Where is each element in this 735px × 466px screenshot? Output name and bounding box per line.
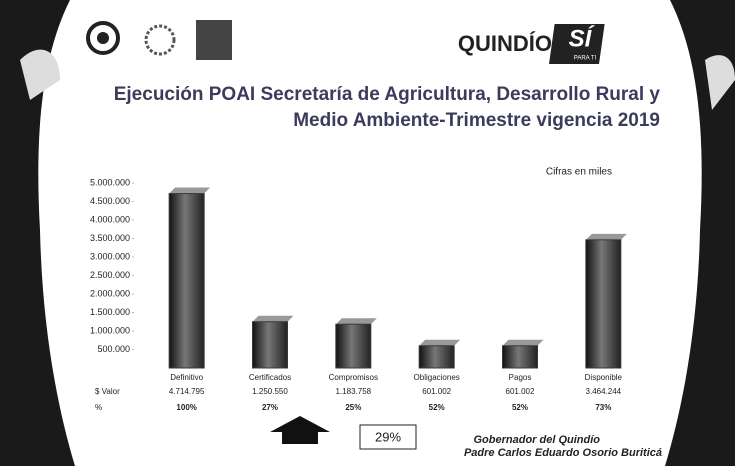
x-tick-label: Compromisos <box>329 373 378 382</box>
y-tick-label: 4.000.000 <box>90 214 130 224</box>
chart: QUINDÍO SÍ PARA TI Cifras en miles 29% G… <box>0 0 735 466</box>
bar <box>336 324 371 368</box>
footer-line: Padre Carlos Eduardo Osorio Buriticá <box>464 447 662 459</box>
page: Ejecución POAI {"header": {"logo_text": … <box>0 0 735 466</box>
y-tick-label: 2.500.000 <box>90 270 130 280</box>
value-label: 3.464.244 <box>586 387 622 396</box>
y-tick-label: 5.000.000 <box>90 177 130 187</box>
bar-top <box>586 234 627 240</box>
value-label: 1.250.550 <box>252 387 288 396</box>
percent-label: 100% <box>176 403 196 412</box>
bar-top <box>503 340 544 346</box>
chart-title: Ejecución POAI Secretaría de Agricultura… <box>80 82 660 134</box>
logo-text: QUINDÍO <box>458 31 552 56</box>
footer-line: Gobernador del Quindío <box>474 434 601 446</box>
y-tick-label: 1.500.000 <box>90 307 130 317</box>
x-tick-label: Disponible <box>585 373 623 382</box>
bar-top <box>169 188 210 194</box>
value-label: 4.714.795 <box>169 387 205 396</box>
x-tick-label: Obligaciones <box>414 373 460 382</box>
y-tick-label: 3.500.000 <box>90 233 130 243</box>
emblem-logo <box>146 26 174 54</box>
row-label: % <box>95 403 102 412</box>
bar-top <box>253 316 294 322</box>
slide: QUINDÍO SÍ PARA TI Cifras en miles 29% G… <box>0 0 735 466</box>
x-tick-label: Definitivo <box>170 373 203 382</box>
percent-label: 73% <box>595 403 611 412</box>
quindio-shield <box>196 20 232 60</box>
bar <box>503 346 538 368</box>
note: Cifras en miles <box>546 167 612 178</box>
y-tick-label: 500.000 <box>97 344 130 354</box>
y-tick-label: 2.000.000 <box>90 288 130 298</box>
bar-top <box>336 318 377 324</box>
percent-label: 25% <box>345 403 361 412</box>
seal-logo-center <box>97 32 109 44</box>
bar <box>253 322 288 368</box>
bar-top <box>419 340 460 346</box>
row-label: $ Valor <box>95 387 120 396</box>
highlight: 29% <box>375 429 401 444</box>
percent-label: 52% <box>512 403 528 412</box>
bar <box>586 240 621 368</box>
value-label: 601.002 <box>506 387 535 396</box>
y-tick-label: 4.500.000 <box>90 196 130 206</box>
x-tick-label: Pagos <box>509 373 532 382</box>
y-tick-label: 1.000.000 <box>90 325 130 335</box>
percent-label: 27% <box>262 403 278 412</box>
value-label: 601.002 <box>422 387 451 396</box>
up-arrow <box>270 416 330 444</box>
logo-tagline: PARA TI <box>574 56 597 62</box>
bar <box>169 194 204 368</box>
y-tick-label: 3.000.000 <box>90 251 130 261</box>
value-label: 1.183.758 <box>336 387 372 396</box>
percent-label: 52% <box>429 403 445 412</box>
bar <box>419 346 454 368</box>
x-tick-label: Certificados <box>249 373 291 382</box>
